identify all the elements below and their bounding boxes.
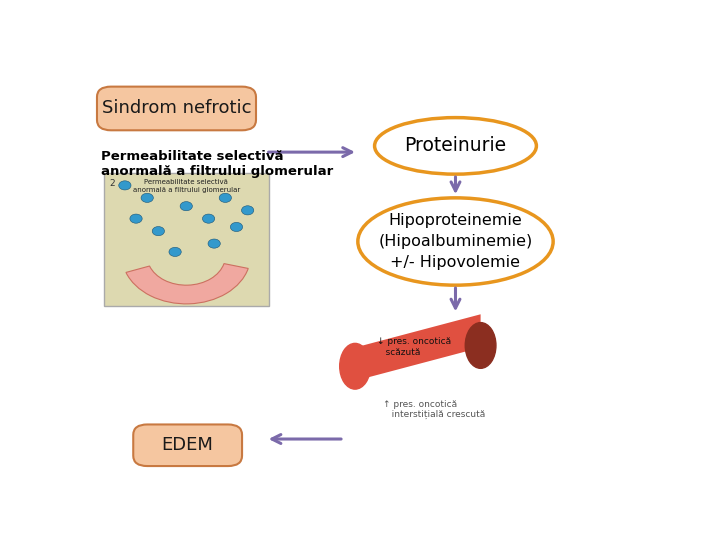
Text: Hipoproteinemie
(Hipoalbuminemie)
+/- Hipovolemie: Hipoproteinemie (Hipoalbuminemie) +/- Hi… [379,213,533,270]
Circle shape [230,222,243,232]
Polygon shape [355,314,481,381]
Wedge shape [126,264,248,304]
Text: ↓ pres. oncotică
   scăzută: ↓ pres. oncotică scăzută [377,337,451,356]
Circle shape [241,206,253,215]
Text: 2: 2 [109,179,115,188]
Circle shape [208,239,220,248]
FancyBboxPatch shape [133,424,242,466]
Circle shape [169,247,181,256]
Text: ↑ pres. oncotică
   interstițială crescută: ↑ pres. oncotică interstițială crescută [383,400,485,419]
FancyBboxPatch shape [104,173,269,306]
Text: Proteinurie: Proteinurie [405,137,507,156]
Circle shape [141,193,153,202]
Text: Permeabilitate selectivă
anormală a filtrului glomerular: Permeabilitate selectivă anormală a filt… [101,150,333,178]
FancyBboxPatch shape [97,86,256,130]
Ellipse shape [340,343,370,389]
Text: Permeabilitate selectivă
anormală a filtrului glomerular: Permeabilitate selectivă anormală a filt… [132,179,240,193]
Circle shape [219,193,231,202]
Text: EDEM: EDEM [162,436,214,454]
Circle shape [180,201,192,211]
Ellipse shape [465,322,496,368]
Circle shape [152,227,164,235]
Ellipse shape [374,118,536,174]
Ellipse shape [358,198,553,285]
Circle shape [119,181,131,190]
Circle shape [202,214,215,223]
Circle shape [130,214,142,223]
Text: Sindrom nefrotic: Sindrom nefrotic [102,99,251,118]
